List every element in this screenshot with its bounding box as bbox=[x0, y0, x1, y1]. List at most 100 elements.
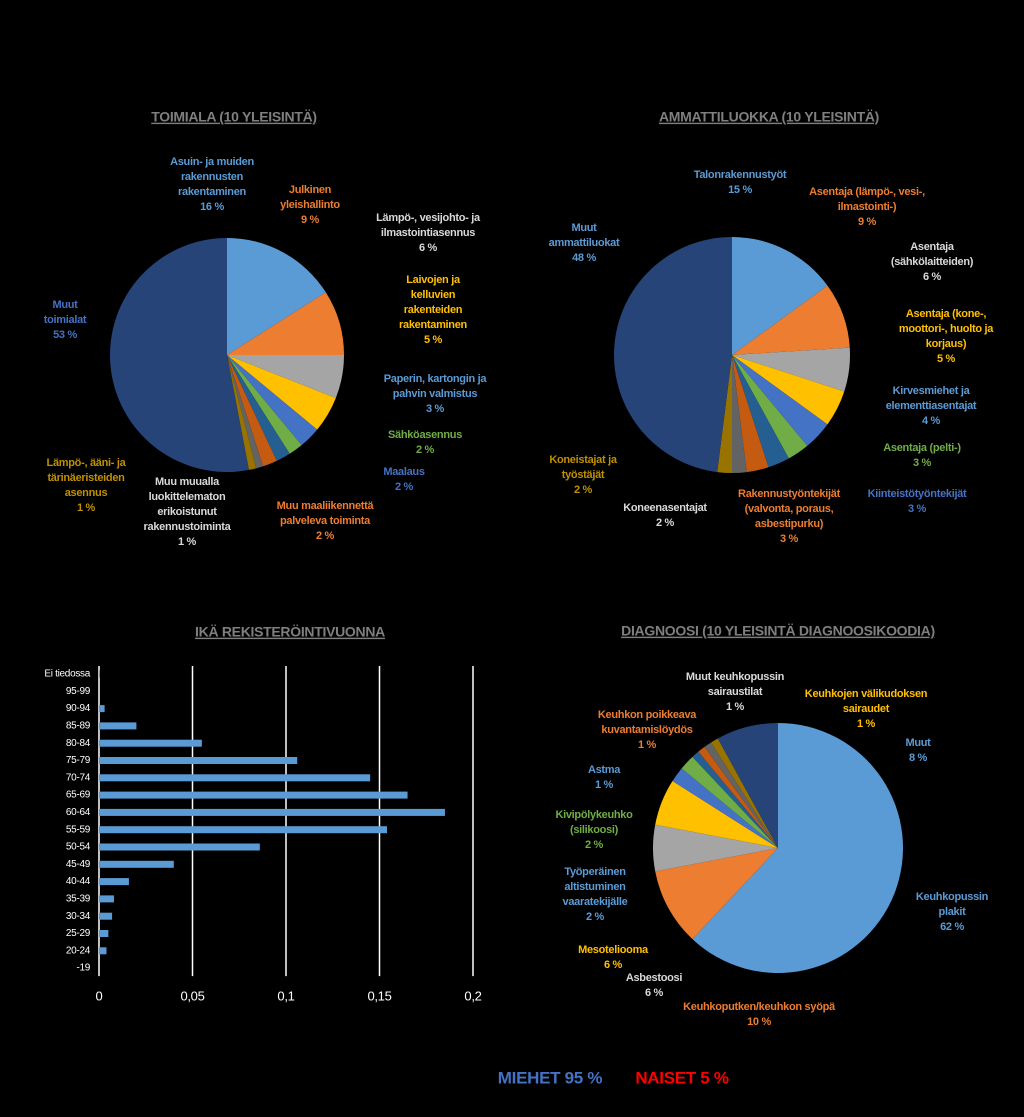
bar bbox=[99, 808, 445, 816]
pie-slice bbox=[227, 355, 264, 469]
slice-value-label: 15 % bbox=[728, 184, 752, 196]
slice-label: rakenteiden bbox=[404, 304, 463, 316]
y-tick-label: 30-34 bbox=[66, 911, 91, 922]
women-share: NAISET 5 % bbox=[635, 1068, 729, 1087]
slice-value-label: 16 % bbox=[200, 201, 224, 213]
pie-slice bbox=[717, 355, 732, 473]
slice-value-label: 2 % bbox=[656, 517, 675, 529]
x-tick-label: 0 bbox=[96, 988, 103, 1003]
slice-value-label: 2 % bbox=[316, 530, 335, 542]
pie-slice bbox=[227, 355, 290, 461]
slice-label: Asentaja (lämpö-, vesi-, bbox=[809, 186, 925, 198]
slice-label: moottori-, huolto ja bbox=[899, 323, 994, 335]
pie-slice bbox=[692, 751, 778, 848]
slice-label: (sähkölaitteiden) bbox=[891, 256, 974, 268]
slice-label: Koneistajat ja bbox=[549, 454, 618, 466]
men-share: MIEHET 95 % bbox=[498, 1068, 603, 1087]
bar bbox=[99, 774, 371, 782]
slice-label: Kivipölykeuhko bbox=[555, 809, 633, 821]
slice-label: Astma bbox=[588, 764, 621, 776]
pie-slice bbox=[227, 355, 318, 446]
x-tick-label: 0,1 bbox=[277, 988, 294, 1003]
slice-value-label: 6 % bbox=[645, 987, 664, 999]
pie-slice bbox=[732, 237, 828, 355]
slice-label: erikoistunut bbox=[157, 506, 217, 518]
slice-label: vaaratekijälle bbox=[563, 896, 628, 908]
slice-value-label: 6 % bbox=[923, 271, 942, 283]
bar bbox=[99, 757, 298, 764]
pie-slice bbox=[732, 355, 789, 468]
y-tick-label: -19 bbox=[76, 963, 90, 974]
slice-value-label: 3 % bbox=[908, 503, 927, 515]
slice-label: ammattiluokat bbox=[549, 237, 620, 249]
y-tick-label: 95-99 bbox=[66, 686, 91, 697]
slice-label: Asentaja bbox=[910, 241, 955, 253]
pie-slice bbox=[227, 355, 302, 454]
pie-slice bbox=[227, 355, 344, 399]
bar bbox=[99, 739, 202, 747]
slice-label: Kiinteistötyöntekijät bbox=[868, 488, 967, 500]
slice-value-label: 2 % bbox=[586, 911, 605, 923]
chart-title: DIAGNOOSI (10 YLEISINTÄ DIAGNOOSIKOODIA) bbox=[621, 623, 935, 639]
slice-label: kelluvien bbox=[411, 289, 456, 301]
y-tick-label: 85-89 bbox=[66, 721, 91, 732]
chart-title: TOIMIALA (10 YLEISINTÄ) bbox=[151, 109, 317, 125]
pie-slice bbox=[227, 355, 257, 470]
pie-slice bbox=[732, 347, 850, 392]
pie-slice bbox=[732, 355, 808, 459]
slice-label: Sähköasennus bbox=[388, 429, 462, 441]
slice-label: Koneenasentajat bbox=[623, 502, 707, 514]
pie-slice bbox=[732, 355, 845, 425]
bar bbox=[99, 843, 260, 851]
slice-value-label: 5 % bbox=[937, 353, 956, 365]
slice-label: Asentaja (pelti-) bbox=[883, 442, 961, 454]
slice-value-label: 3 % bbox=[780, 533, 799, 545]
slice-label: Rakennustyöntekijät bbox=[738, 488, 841, 500]
slice-label: Julkinen bbox=[289, 184, 332, 196]
slice-label: plakit bbox=[939, 906, 967, 918]
slice-label: asennus bbox=[65, 487, 108, 499]
y-tick-label: 25-29 bbox=[66, 928, 91, 939]
pie-slice bbox=[698, 746, 778, 848]
pie-slice bbox=[227, 238, 326, 355]
pie-slice bbox=[681, 756, 778, 848]
pie-slice bbox=[227, 355, 277, 467]
slice-label: työstäjät bbox=[562, 469, 605, 481]
slice-value-label: 9 % bbox=[858, 216, 877, 228]
slice-value-label: 6 % bbox=[604, 959, 623, 971]
pie-slice bbox=[732, 355, 828, 446]
y-tick-label: 55-59 bbox=[66, 824, 91, 835]
pie-slice bbox=[692, 723, 904, 974]
bar bbox=[99, 722, 137, 730]
bar bbox=[99, 878, 129, 886]
bar bbox=[99, 930, 109, 937]
slice-label: kuvantamislöydös bbox=[601, 724, 692, 736]
slice-label: asbestipurku) bbox=[755, 518, 824, 530]
slice-value-label: 48 % bbox=[572, 252, 596, 264]
slice-value-label: 6 % bbox=[419, 242, 438, 254]
slice-value-label: 53 % bbox=[53, 329, 77, 341]
slice-value-label: 3 % bbox=[913, 457, 932, 469]
slice-value-label: 1 % bbox=[178, 536, 197, 548]
pie-slice bbox=[110, 238, 249, 472]
bar bbox=[99, 670, 100, 678]
bar bbox=[99, 826, 387, 834]
slice-label: pahvin valmistus bbox=[393, 388, 478, 400]
slice-value-label: 1 % bbox=[77, 502, 96, 514]
chart-title: AMMATTILUOKKA (10 YLEISINTÄ) bbox=[659, 109, 879, 125]
slice-label: rakennustoiminta bbox=[144, 521, 232, 533]
bar bbox=[99, 947, 107, 955]
slice-label: Muu muualla bbox=[155, 476, 220, 488]
slice-label: Asuin- ja muiden bbox=[170, 156, 254, 168]
bar bbox=[99, 895, 114, 903]
pie-slice bbox=[227, 292, 344, 355]
slice-label: ilmastointi-) bbox=[838, 201, 897, 213]
slice-label: korjaus) bbox=[926, 338, 967, 350]
x-tick-label: 0,15 bbox=[367, 988, 391, 1003]
pie-slice bbox=[655, 781, 778, 848]
y-tick-label: 75-79 bbox=[66, 755, 91, 766]
y-tick-label: 65-69 bbox=[66, 790, 91, 801]
y-tick-label: 90-94 bbox=[66, 703, 91, 714]
y-tick-label: 70-74 bbox=[66, 772, 91, 783]
